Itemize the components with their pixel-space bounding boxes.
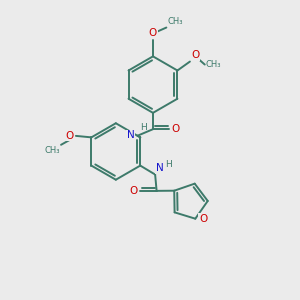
Text: N: N xyxy=(127,130,134,140)
Text: O: O xyxy=(66,131,74,141)
Text: H: H xyxy=(165,160,171,169)
Text: O: O xyxy=(149,28,157,38)
Text: CH₃: CH₃ xyxy=(167,17,183,26)
Text: CH₃: CH₃ xyxy=(45,146,60,155)
Text: N: N xyxy=(156,163,164,173)
Text: O: O xyxy=(199,214,207,224)
Text: CH₃: CH₃ xyxy=(206,60,221,69)
Text: H: H xyxy=(140,123,147,132)
Text: O: O xyxy=(172,124,180,134)
Text: O: O xyxy=(130,186,138,196)
Text: O: O xyxy=(191,50,200,60)
